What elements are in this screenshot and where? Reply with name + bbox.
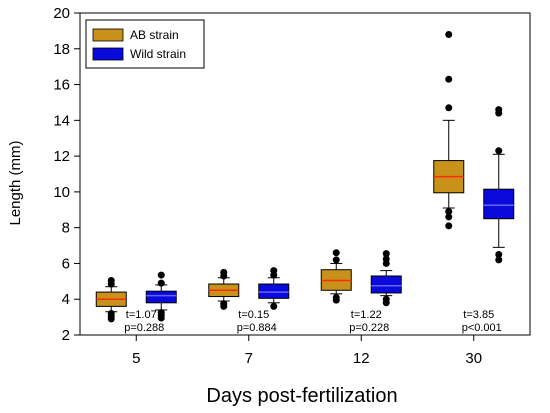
box-group	[370, 250, 402, 307]
box-group	[320, 249, 352, 304]
y-tick-label: 4	[62, 291, 70, 308]
box-group	[433, 30, 465, 230]
box-iqr	[370, 275, 402, 294]
outlier-point	[445, 30, 453, 38]
p-value-label: p=0.884	[237, 322, 277, 334]
x-axis: 5 7 12 30	[132, 335, 482, 367]
t-statistic-label: t=0.15	[238, 309, 269, 321]
p-value-label: p=0.288	[124, 322, 164, 334]
box-iqr	[145, 290, 177, 304]
legend-swatch	[92, 28, 124, 42]
box-group	[208, 268, 240, 310]
x-tick-label: 30	[465, 350, 482, 367]
legend-swatch	[92, 47, 124, 61]
legend-label: AB strain	[130, 28, 179, 42]
y-tick-label: 6	[62, 255, 70, 272]
outlier-point	[270, 267, 278, 275]
outlier-point	[495, 147, 503, 155]
y-tick-label: 18	[53, 41, 70, 58]
outlier-point	[495, 256, 503, 264]
plot-area	[79, 12, 531, 336]
outlier-point	[445, 208, 453, 216]
box-iqr	[258, 283, 290, 299]
outlier-point	[157, 271, 165, 279]
annotations: t=1.07p=0.288 t=0.15p=0.884 t=1.22p=0.228 t…	[124, 309, 502, 334]
outlier-point	[445, 75, 453, 83]
outlier-point	[382, 250, 390, 258]
y-tick-label: 8	[62, 220, 70, 237]
outlier-point	[445, 104, 453, 112]
x-axis-label: Days post-fertilization	[206, 385, 397, 407]
box-iqr	[483, 188, 515, 220]
x-tick-label: 12	[353, 350, 370, 367]
y-tick-label: 12	[53, 148, 70, 165]
box-group	[95, 276, 127, 323]
p-value-label: p<0.001	[462, 322, 502, 334]
plot-frame	[79, 12, 531, 336]
x-tick-label: 5	[132, 350, 140, 367]
y-tick-label: 2	[62, 327, 70, 344]
outlier-point	[332, 293, 340, 301]
y-tick-label: 10	[53, 184, 70, 201]
box-group	[145, 271, 177, 322]
outlier-point	[220, 268, 228, 276]
y-axis: 2 4 6 8 10 12 14 16 18 20	[53, 5, 80, 344]
y-tick-label: 14	[53, 112, 70, 129]
y-tick-label: 20	[53, 5, 70, 22]
outlier-point	[270, 302, 278, 310]
outlier-point	[157, 309, 165, 317]
t-statistic-label: t=3.85	[463, 309, 494, 321]
p-value-label: p=0.228	[349, 322, 389, 334]
outlier-point	[495, 251, 503, 258]
outlier-point	[332, 256, 340, 264]
x-tick-label: 7	[245, 350, 253, 367]
outlier-point	[107, 276, 115, 284]
box-group	[483, 106, 515, 264]
t-statistic-label: t=1.22	[351, 309, 382, 321]
legend: AB strain Wild strain	[85, 19, 205, 69]
legend-label: Wild strain	[130, 47, 186, 61]
outlier-point	[495, 106, 503, 114]
y-tick-label: 16	[53, 77, 70, 94]
outlier-point	[382, 255, 390, 263]
outlier-point	[382, 295, 390, 303]
t-statistic-label: t=1.07	[126, 309, 157, 321]
outlier-point	[445, 213, 453, 221]
box-group	[258, 267, 290, 310]
outlier-point	[157, 279, 165, 287]
outlier-point	[445, 222, 453, 230]
outlier-point	[107, 310, 115, 318]
outlier-point	[220, 300, 228, 308]
y-axis-label: Length (mm)	[7, 140, 24, 225]
outlier-point	[332, 249, 340, 257]
